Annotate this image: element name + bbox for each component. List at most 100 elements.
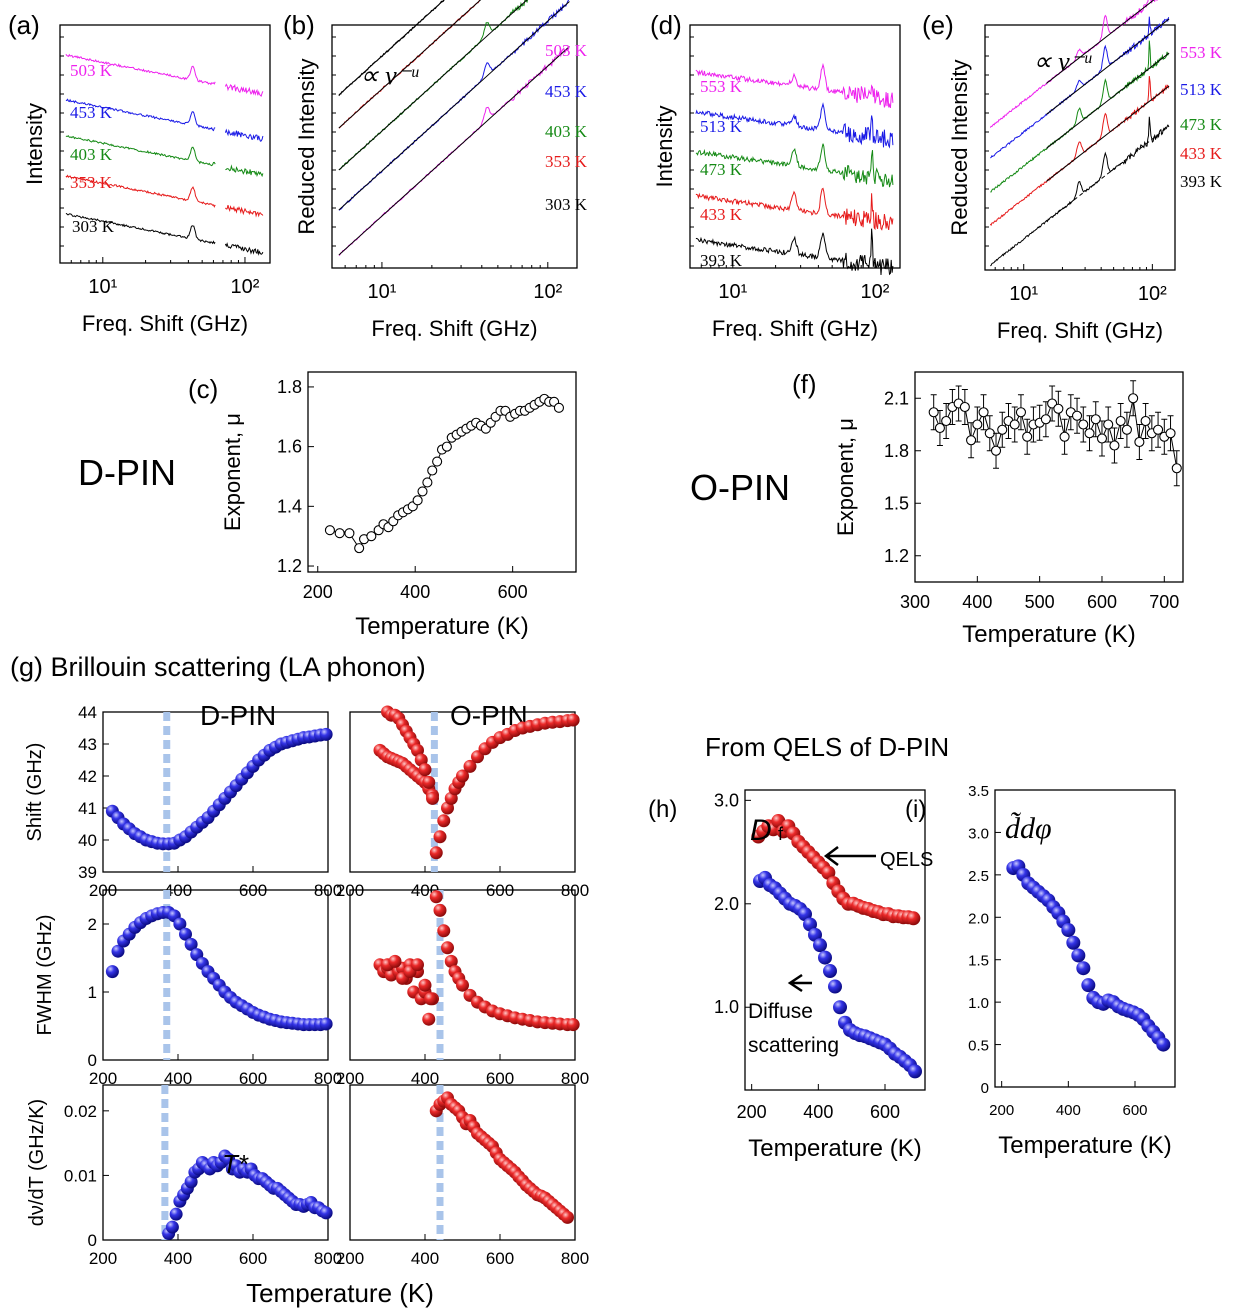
data-point-f xyxy=(1128,393,1139,404)
data-point-f xyxy=(966,435,977,446)
xtick-label-c: 200 xyxy=(303,582,333,602)
data-point-i xyxy=(1066,935,1081,950)
legend-label-e: 553 K xyxy=(1180,43,1223,62)
xtick-label-g_dvdt_o: 200 xyxy=(336,1249,364,1268)
data-point-g_shift_o xyxy=(433,830,447,844)
data-point-i xyxy=(1076,961,1091,976)
data-point-g_fwhm_o xyxy=(566,1018,580,1032)
plots-layer: 10¹ 10² Freq. Shift (GHz) Intensity 503 K 453… xyxy=(22,0,1223,1308)
data-point-g_dvdt_d xyxy=(319,1206,333,1220)
data-point-c xyxy=(334,528,345,539)
axes-g_fwhm_d xyxy=(102,889,329,1061)
data-point-g_fwhm_o xyxy=(433,903,447,917)
xlabel-a: Freq. Shift (GHz) xyxy=(82,311,248,336)
data-point-g_fwhm_o xyxy=(437,924,451,938)
xlabel-d: Freq. Shift (GHz) xyxy=(712,316,878,341)
data-point-f xyxy=(1171,463,1182,474)
data-point-g_fwhm_d xyxy=(111,944,125,958)
data-point-c xyxy=(422,477,433,488)
xtick-label-b: 10² xyxy=(533,281,562,303)
data-point-i xyxy=(1081,978,1096,993)
xtick-label-g_fwhm_o: 400 xyxy=(411,1069,439,1088)
ytick-label-g_fwhm_d: 1 xyxy=(88,983,97,1002)
xtick-label-g_fwhm_d: 800 xyxy=(314,1069,342,1088)
ytick-label-c: 1.2 xyxy=(277,556,302,576)
ytick-label-c: 1.4 xyxy=(277,496,302,516)
data-point-g_fwhm_o xyxy=(411,958,424,972)
ytick-label-c: 1.8 xyxy=(277,377,302,397)
fit-line-b xyxy=(338,0,445,96)
data-point-g_fwhm_o xyxy=(424,992,438,1006)
xtick-label-c: 400 xyxy=(400,582,430,602)
ytick-label-g_shift_d: 42 xyxy=(78,767,97,786)
ytick-label-i: 0 xyxy=(981,1080,989,1097)
legend-label-a: 353 K xyxy=(70,173,113,192)
xlabel-e: Freq. Shift (GHz) xyxy=(997,318,1163,343)
data-point-f xyxy=(1090,414,1101,425)
data-point-g_fwhm_o xyxy=(456,978,469,992)
xtick-label-g_dvdt_d: 200 xyxy=(89,1249,117,1268)
xlabel-g: Temperature (K) xyxy=(246,1278,434,1308)
data-point-f xyxy=(1084,428,1095,439)
xtick-label-g_dvdt_d: 600 xyxy=(239,1249,267,1268)
xtick-label-b: 10¹ xyxy=(367,281,396,303)
data-point-g_fwhm_o xyxy=(429,890,443,904)
data-point-g_fwhm_d xyxy=(173,917,187,931)
data-point-h xyxy=(818,950,832,965)
ylabel-g_shift_d: Shift (GHz) xyxy=(24,743,46,842)
data-point-g_dvdt_d xyxy=(169,1207,183,1221)
series-line-a xyxy=(65,53,264,97)
ytick-label-i: 3.5 xyxy=(968,783,989,800)
ytick-label-g_fwhm_d: 2 xyxy=(88,915,97,934)
panel-label-b: (b) xyxy=(283,10,315,40)
xlabel-h: Temperature (K) xyxy=(748,1135,921,1162)
legend-label-d: 553 K xyxy=(700,77,743,96)
tstar-label: T* xyxy=(222,1149,249,1179)
ylabel-b: Reduced Intensity xyxy=(294,58,319,234)
ytick-label-g_shift_d: 39 xyxy=(78,863,97,882)
series-line-a xyxy=(65,213,264,256)
axes-g_shift_o xyxy=(349,711,576,873)
fit-line-e xyxy=(1046,0,1155,84)
xtick-label-g_dvdt_o: 800 xyxy=(561,1249,589,1268)
data-point-f xyxy=(1053,403,1064,414)
ytick-label-g_shift_d: 40 xyxy=(78,831,97,850)
xtick-label-f: 300 xyxy=(900,592,930,612)
legend-label-d: 513 K xyxy=(700,117,743,136)
fit-line-b xyxy=(338,1,570,211)
fit-line-e xyxy=(1046,125,1170,222)
xtick-label-c: 600 xyxy=(498,582,528,602)
data-point-f xyxy=(1115,415,1126,427)
data-point-f xyxy=(928,407,939,418)
data-point-g_fwhm_o xyxy=(441,941,454,955)
qels-arrow xyxy=(823,846,876,866)
ytick-label-h: 2.0 xyxy=(714,894,739,914)
ytick-label-h: 3.0 xyxy=(714,790,739,810)
xtick-label-a: 10¹ xyxy=(88,276,117,298)
ytick-label-g_shift_d: 43 xyxy=(78,735,97,754)
data-point-h xyxy=(908,1064,922,1079)
data-point-g_dvdt_d xyxy=(165,1220,179,1234)
xtick-label-h: 200 xyxy=(737,1102,767,1122)
data-point-f xyxy=(984,428,995,439)
legend-label-a: 453 K xyxy=(70,103,113,122)
series-line-e xyxy=(990,116,1169,267)
diffuse-label-2: scattering xyxy=(748,1034,839,1057)
data-point-c xyxy=(441,441,452,452)
legend-label-a: 403 K xyxy=(70,145,113,164)
series-line-a xyxy=(65,135,264,178)
h-var-label: D xyxy=(750,814,772,847)
data-point-f xyxy=(1096,433,1108,444)
xtick-label-h: 600 xyxy=(870,1102,900,1122)
ytick-label-i: 1.5 xyxy=(968,953,989,970)
ytick-label-i: 0.5 xyxy=(968,1038,989,1055)
ylabel-e: Reduced Intensity xyxy=(947,59,972,235)
data-point-f xyxy=(1134,436,1145,448)
xtick-label-i: 600 xyxy=(1122,1102,1147,1119)
data-point-g_fwhm_d xyxy=(319,1017,333,1031)
legend-label-e: 433 K xyxy=(1180,144,1223,163)
ytick-label-c: 1.6 xyxy=(277,437,302,457)
series-line-a xyxy=(65,98,264,142)
xtick-label-f: 700 xyxy=(1149,592,1179,612)
